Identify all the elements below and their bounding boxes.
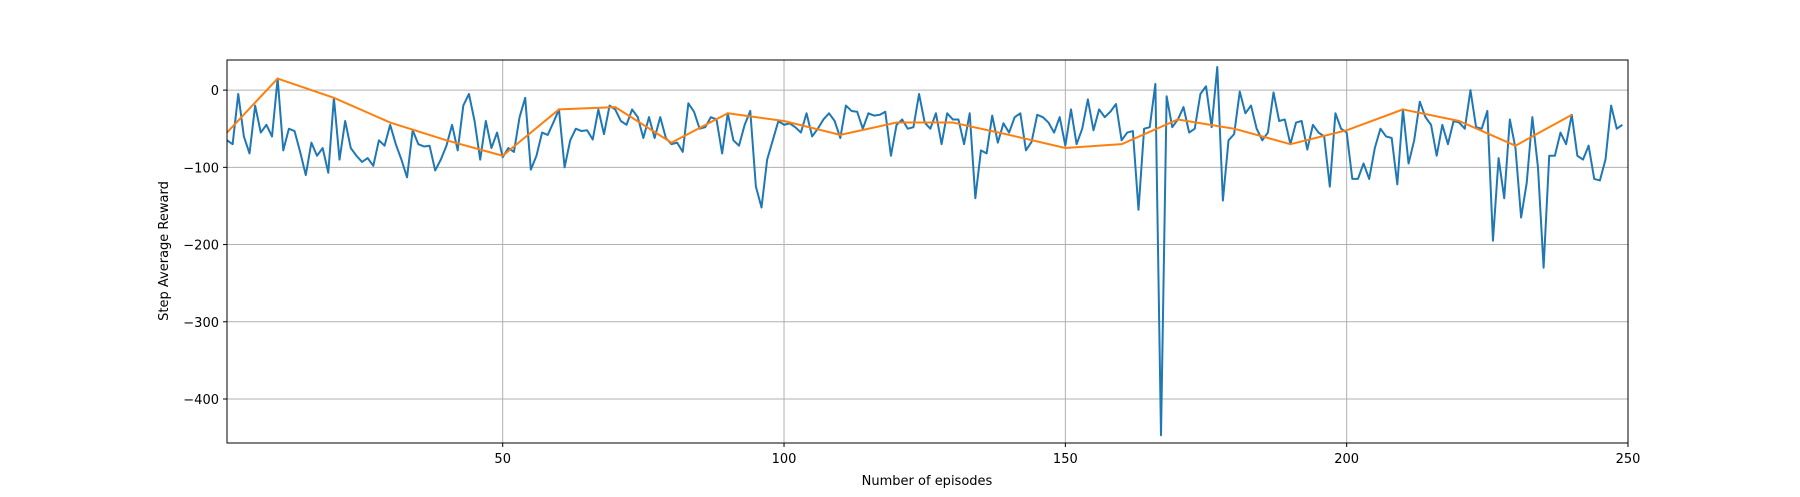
x-tick-label: 150 — [1053, 452, 1078, 467]
line-series — [226, 77, 1573, 157]
x-tick-label: 250 — [1616, 452, 1641, 467]
y-tick-label: −400 — [183, 393, 219, 408]
x-tick-label: 100 — [772, 452, 797, 467]
x-axis-label: Number of episodes — [862, 474, 993, 489]
y-tick-label: 0 — [211, 84, 219, 99]
y-tick-label: −200 — [183, 239, 219, 254]
plot-frame — [226, 59, 1629, 444]
y-axis-label: Step Average Reward — [157, 181, 172, 321]
x-tick-label: 200 — [1334, 452, 1359, 467]
y-tick-label: −100 — [183, 161, 219, 176]
y-tick-label: −300 — [183, 316, 219, 331]
x-tick-label: 50 — [494, 452, 511, 467]
